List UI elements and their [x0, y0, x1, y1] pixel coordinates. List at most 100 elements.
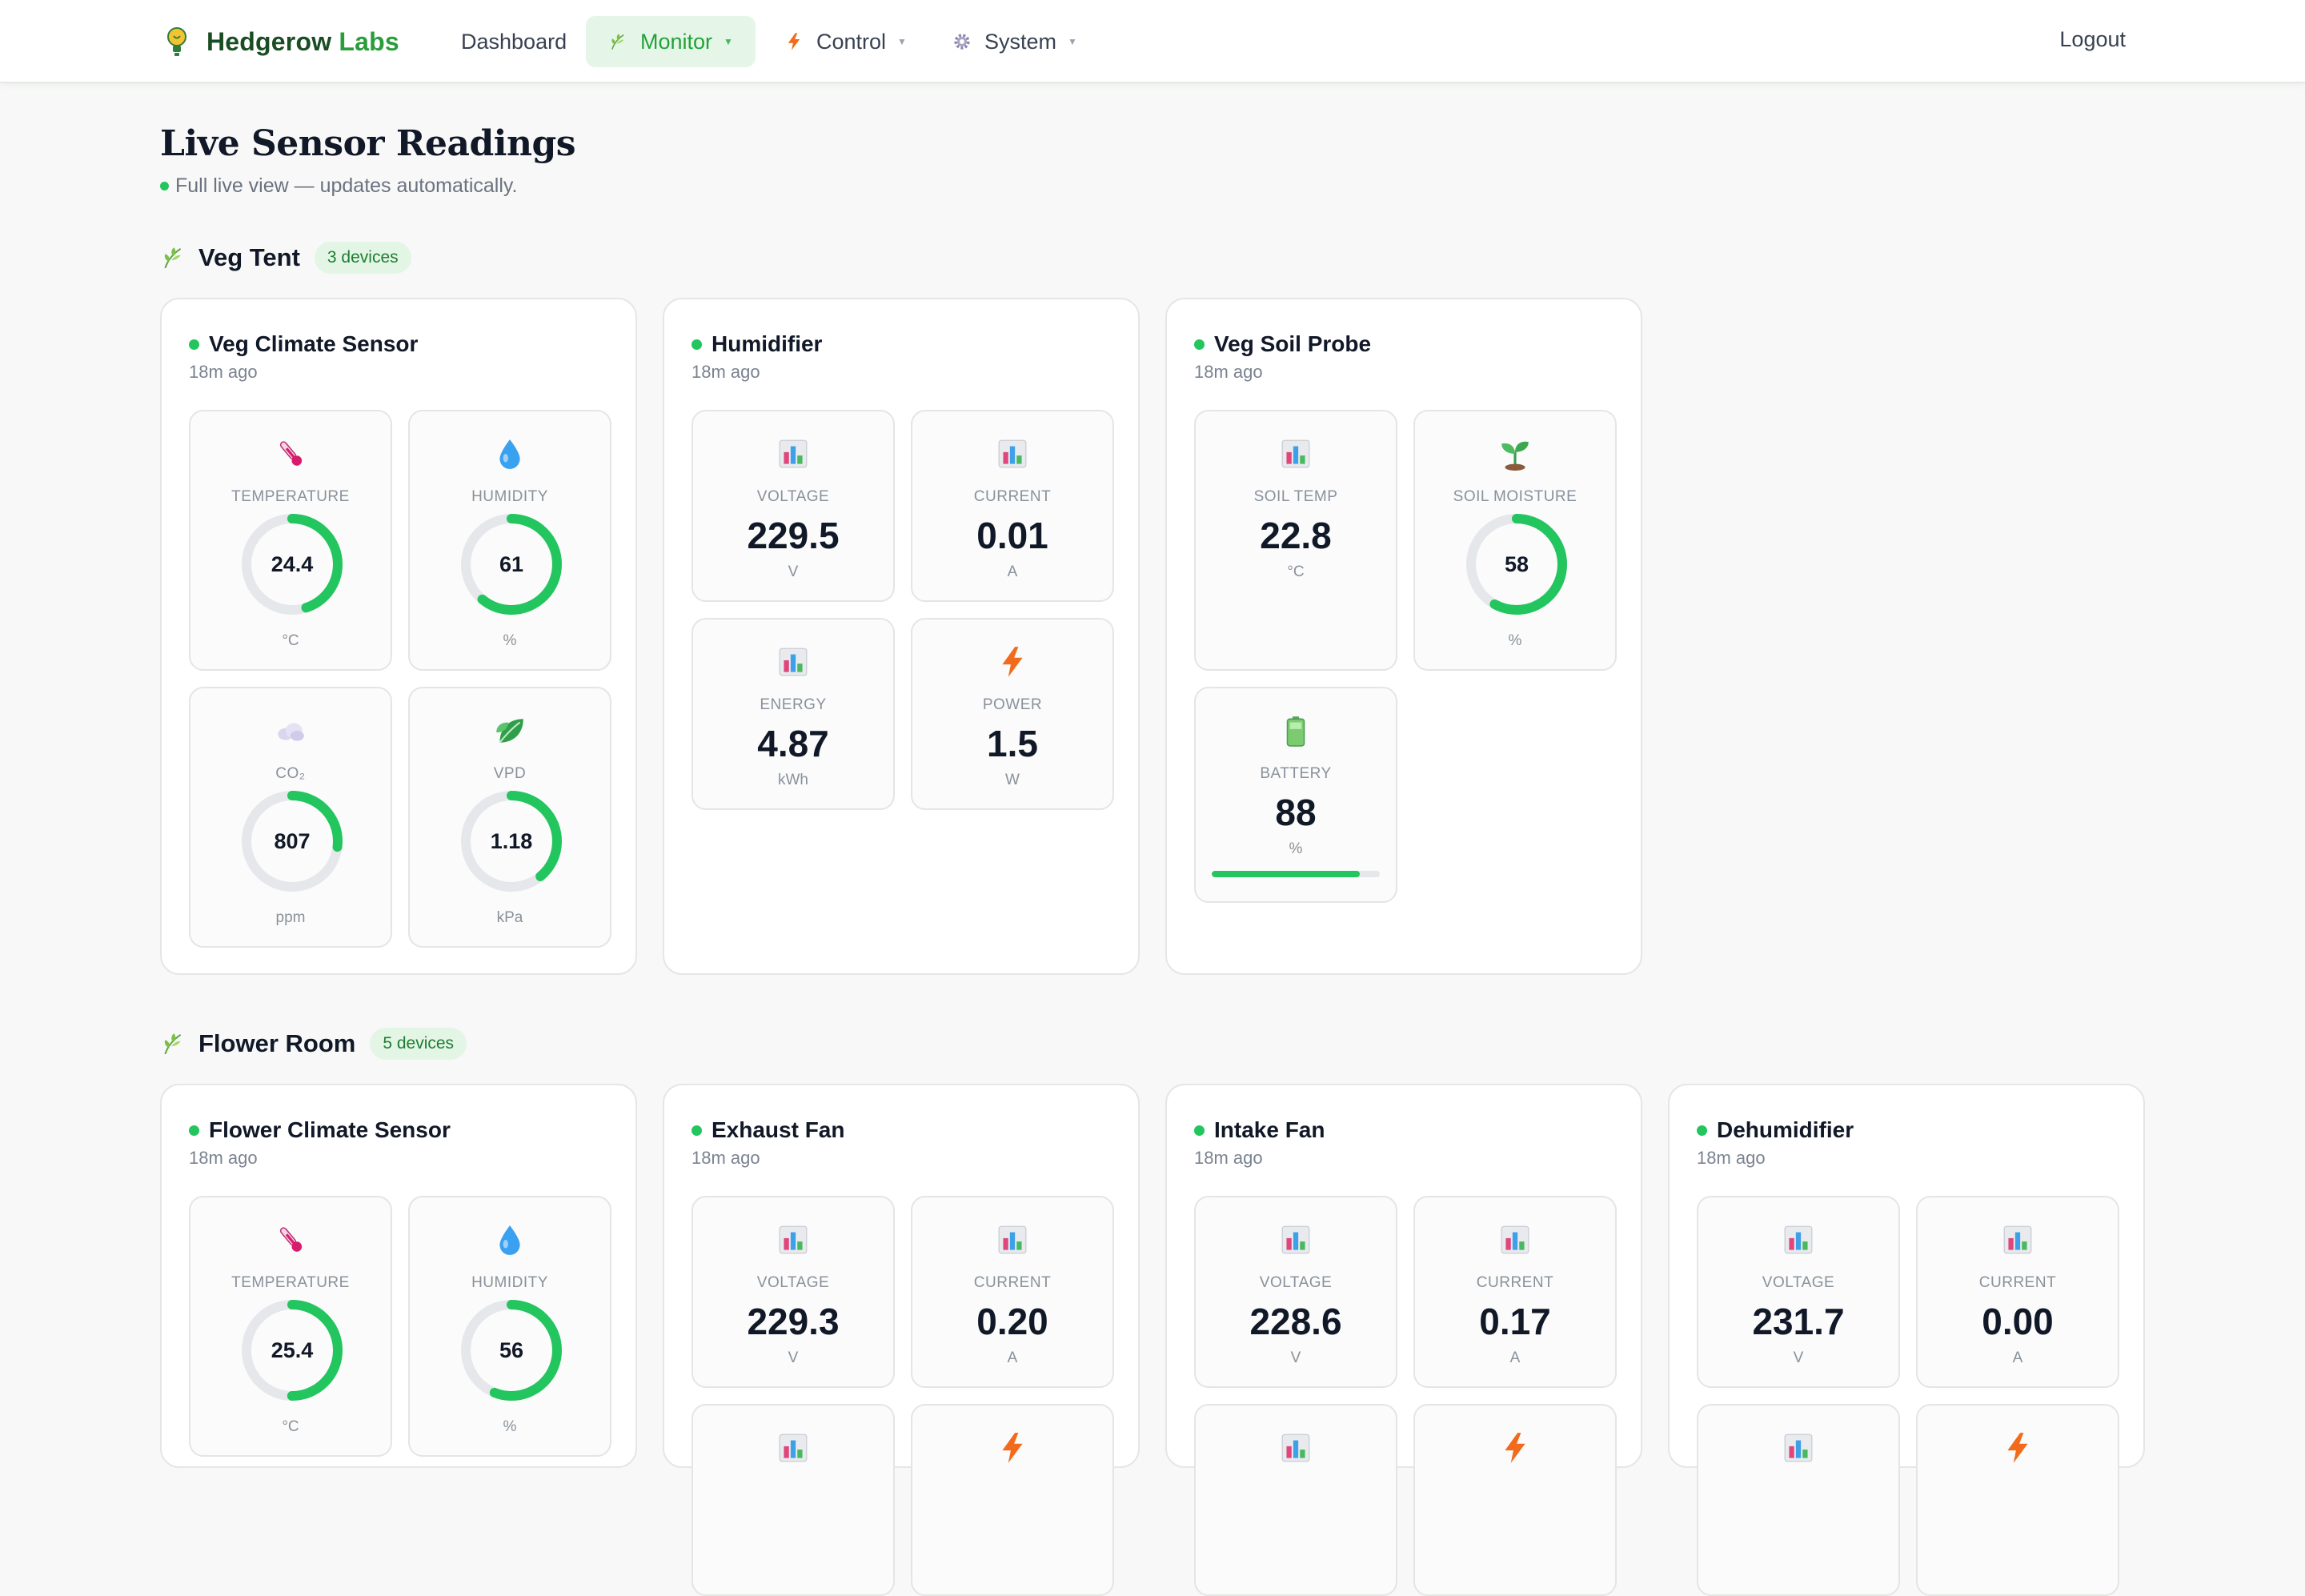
bar-chart-icon: [1279, 1223, 1313, 1257]
bar-chart-icon: [2001, 1223, 2034, 1257]
metric-tile-temperature: TEMPERATURE 25.4 °C: [189, 1196, 392, 1457]
metric-value: 0.00: [1982, 1301, 2054, 1342]
section-name: Flower Room: [198, 1029, 356, 1057]
thermometer-icon: [274, 437, 307, 471]
metric-unit: %: [503, 632, 517, 649]
metric-unit: V: [788, 563, 799, 580]
metric-unit: A: [2012, 1349, 2023, 1366]
metric-value: 0.17: [1479, 1301, 1551, 1342]
metric-tile-energy: ENERGY 4.87 kWh: [692, 618, 895, 810]
device-card-exhaust-fan[interactable]: Exhaust Fan 18m ago VOLTAGE 229.3 V CURR…: [663, 1084, 1140, 1596]
gauge-arc: [242, 1300, 343, 1401]
nav-system-label: System: [984, 29, 1057, 54]
brand-name: Hedgerow Labs: [206, 26, 399, 56]
metric-value: 58: [1504, 551, 1529, 576]
metric-unit: V: [1290, 1349, 1301, 1366]
leaf-icon: [493, 714, 527, 748]
bar-chart-icon: [1782, 1431, 1815, 1465]
status-dot: [1194, 339, 1205, 350]
last-updated: 18m ago: [1697, 1148, 1766, 1168]
device-title: Dehumidifier: [1697, 1117, 1854, 1143]
logout-link[interactable]: Logout: [2059, 27, 2126, 51]
device-card-veg-soil-probe[interactable]: Veg Soil Probe 18m ago SOIL TEMP 22.8 °C…: [1165, 298, 1642, 975]
herb-icon: [160, 1030, 186, 1057]
gauge-arc: [461, 791, 562, 892]
gear-icon: [952, 30, 972, 53]
device-title: Veg Soil Probe: [1194, 331, 1371, 357]
bar-chart-icon: [1498, 1223, 1532, 1257]
nav-system[interactable]: System ▼: [930, 16, 1100, 67]
metric-unit: V: [1793, 1349, 1804, 1366]
metric-label: VOLTAGE: [756, 1274, 830, 1291]
metric-unit: A: [1007, 563, 1018, 580]
metric-unit: W: [1005, 772, 1020, 788]
status-dot: [1194, 1125, 1205, 1136]
device-card-flower-climate-sensor[interactable]: Flower Climate Sensor 18m ago TEMPERATUR…: [160, 1084, 637, 1468]
chevron-down-icon: ▼: [897, 36, 907, 47]
bar-chart-icon: [1279, 437, 1313, 471]
metric-value: 0.20: [976, 1301, 1048, 1342]
metric-value: 4.87: [757, 723, 829, 764]
device-title: Veg Climate Sensor: [189, 331, 418, 357]
bar-chart-icon: [996, 1223, 1029, 1257]
bar-chart-icon: [776, 1431, 810, 1465]
metric-label: SOIL TEMP: [1253, 488, 1338, 505]
page-subtitle: Full live view — updates automatically.: [160, 174, 518, 198]
metric-unit: kWh: [778, 772, 808, 788]
metric-value: 61: [499, 551, 524, 576]
nav-monitor[interactable]: Monitor ▼: [586, 16, 756, 67]
brand-logo[interactable]: Hedgerow Labs: [165, 24, 399, 59]
lightbulb-icon: [165, 26, 189, 58]
gauge-ring: [461, 514, 562, 615]
metric-tile-partial: [1194, 1404, 1397, 1596]
metric-label: BATTERY: [1260, 765, 1332, 782]
metric-unit: °C: [1287, 563, 1305, 580]
cloud-icon: [274, 714, 307, 748]
metric-value: 25.4: [271, 1337, 314, 1362]
metric-value: 229.5: [747, 515, 840, 556]
metric-label: CURRENT: [1476, 1274, 1554, 1291]
metric-tile-temperature: TEMPERATURE 24.4 °C: [189, 410, 392, 671]
metric-tile-partial: [1916, 1404, 2119, 1596]
nav-dashboard[interactable]: Dashboard: [439, 16, 589, 67]
device-card-veg-climate-sensor[interactable]: Veg Climate Sensor 18m ago TEMPERATURE 2…: [160, 298, 637, 975]
seedling-icon: [1498, 437, 1532, 471]
battery-level-bar: [1212, 871, 1380, 877]
device-card-humidifier[interactable]: Humidifier 18m ago VOLTAGE 229.5 V CURRE…: [663, 298, 1140, 975]
metric-tile-partial: [1413, 1404, 1617, 1596]
metric-tile-current: CURRENT 0.17 A: [1413, 1196, 1617, 1388]
gauge-ring: [242, 514, 343, 615]
section-header-veg-tent: Veg Tent 3 devices: [160, 240, 411, 275]
metric-unit: A: [1007, 1349, 1018, 1366]
lightning-icon: [996, 645, 1029, 679]
gauge-arc: [461, 514, 562, 615]
droplet-icon: [493, 1223, 527, 1257]
device-card-intake-fan[interactable]: Intake Fan 18m ago VOLTAGE 228.6 V CURRE…: [1165, 1084, 1642, 1596]
metric-label: ENERGY: [760, 696, 827, 713]
metric-tile-battery: BATTERY 88 %: [1194, 687, 1397, 903]
gauge-arc: [242, 791, 343, 892]
metric-value: 231.7: [1752, 1301, 1845, 1342]
droplet-icon: [493, 437, 527, 471]
bar-chart-icon: [776, 645, 810, 679]
bar-chart-icon: [776, 437, 810, 471]
metric-value: 24.4: [271, 551, 314, 576]
metric-label: VPD: [493, 765, 527, 782]
metric-unit: %: [503, 1418, 517, 1435]
section-name: Veg Tent: [198, 243, 300, 271]
last-updated: 18m ago: [692, 1148, 760, 1168]
device-title: Flower Climate Sensor: [189, 1117, 451, 1143]
gauge-ring: [461, 791, 562, 892]
metric-tile-soil-moisture: SOIL MOISTURE 58 %: [1413, 410, 1617, 671]
gauge-ring: [461, 1300, 562, 1401]
metric-tile-humidity: HUMIDITY 56 %: [408, 1196, 611, 1457]
metric-tile-current: CURRENT 0.00 A: [1916, 1196, 2119, 1388]
last-updated: 18m ago: [189, 1148, 258, 1168]
gauge-ring: [242, 791, 343, 892]
metric-tile-soil-temp: SOIL TEMP 22.8 °C: [1194, 410, 1397, 671]
lightning-icon: [1498, 1431, 1532, 1465]
device-card-dehumidifier[interactable]: Dehumidifier 18m ago VOLTAGE 231.7 V CUR…: [1668, 1084, 2145, 1596]
metric-unit: ppm: [275, 909, 306, 926]
nav-control[interactable]: Control ▼: [762, 16, 929, 67]
metric-label: CURRENT: [973, 488, 1052, 505]
